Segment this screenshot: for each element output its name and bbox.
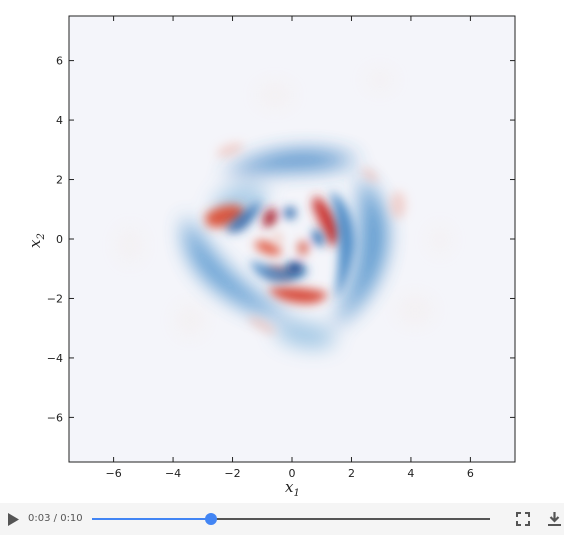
y-tick-label: 4 xyxy=(56,114,63,127)
core-blue-right xyxy=(312,229,324,247)
core-blue-top xyxy=(284,207,296,219)
heatmap-figure: −6 −4 −2 0 2 4 6 6 4 2 0 −2 −4 −6 x1 x2 xyxy=(26,15,516,499)
x-tick-label: 6 xyxy=(467,467,474,480)
x-axis-label: x1 xyxy=(285,478,300,499)
x-tick-label: −2 xyxy=(224,467,240,480)
y-axis-label: x2 xyxy=(26,233,47,248)
progress-track[interactable] xyxy=(92,513,490,525)
blue-lobe-lower xyxy=(250,260,310,282)
core-blue-bottom xyxy=(286,262,304,274)
x-tick-label: −4 xyxy=(165,467,181,480)
download-icon[interactable] xyxy=(547,511,562,527)
video-player-controls: 0:03 / 0:10 xyxy=(0,503,564,535)
core-red-left xyxy=(263,208,277,228)
y-axis-ticks: 6 4 2 0 −2 −4 −6 xyxy=(47,55,515,424)
fullscreen-icon[interactable] xyxy=(516,512,530,526)
x-axis-ticks: −6 −4 −2 0 2 4 6 xyxy=(105,16,474,480)
time-separator: / xyxy=(50,513,61,524)
outer-blue-arm-right xyxy=(330,175,388,330)
red-lobe-bottom xyxy=(268,287,328,304)
x-tick-label: 2 xyxy=(348,467,355,480)
heatmap-layer xyxy=(118,70,450,348)
blue-lobe-upper-left xyxy=(225,200,262,233)
plot-area: −6 −4 −2 0 2 4 6 6 4 2 0 −2 −4 −6 x1 x2 xyxy=(26,15,516,499)
y-tick-label: 0 xyxy=(56,233,63,246)
y-tick-label: −2 xyxy=(47,292,63,305)
y-tick-label: −6 xyxy=(47,411,63,424)
red-lobe-right xyxy=(312,195,340,246)
current-time: 0:03 xyxy=(28,513,51,524)
y-tick-label: −4 xyxy=(47,352,63,365)
x-tick-label: −6 xyxy=(105,467,121,480)
y-tick-label: 6 xyxy=(56,55,63,68)
time-display: 0:03 / 0:10 xyxy=(28,513,83,524)
blue-lobe-right xyxy=(330,190,355,300)
x-tick-label: 0 xyxy=(289,467,296,480)
progress-fill xyxy=(92,518,212,520)
progress-thumb[interactable] xyxy=(205,513,218,525)
play-icon[interactable] xyxy=(7,512,20,527)
outer-blue-arm-top xyxy=(220,150,360,175)
duration: 0:10 xyxy=(60,513,83,524)
core-red-right xyxy=(298,241,308,255)
y-tick-label: 2 xyxy=(56,174,63,187)
outer-blue-arm-left xyxy=(183,215,295,320)
x-tick-label: 4 xyxy=(407,467,414,480)
